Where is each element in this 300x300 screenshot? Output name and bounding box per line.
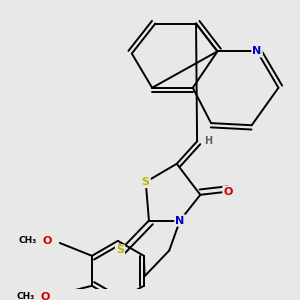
Text: CH₃: CH₃ <box>16 292 35 300</box>
Text: N: N <box>175 215 184 226</box>
Text: H: H <box>204 136 212 146</box>
Text: S: S <box>142 177 150 187</box>
Text: N: N <box>252 46 262 56</box>
Text: O: O <box>224 187 233 196</box>
Text: CH₃: CH₃ <box>19 236 37 245</box>
Text: O: O <box>42 236 52 246</box>
Text: O: O <box>40 292 50 300</box>
Text: S: S <box>116 245 124 256</box>
